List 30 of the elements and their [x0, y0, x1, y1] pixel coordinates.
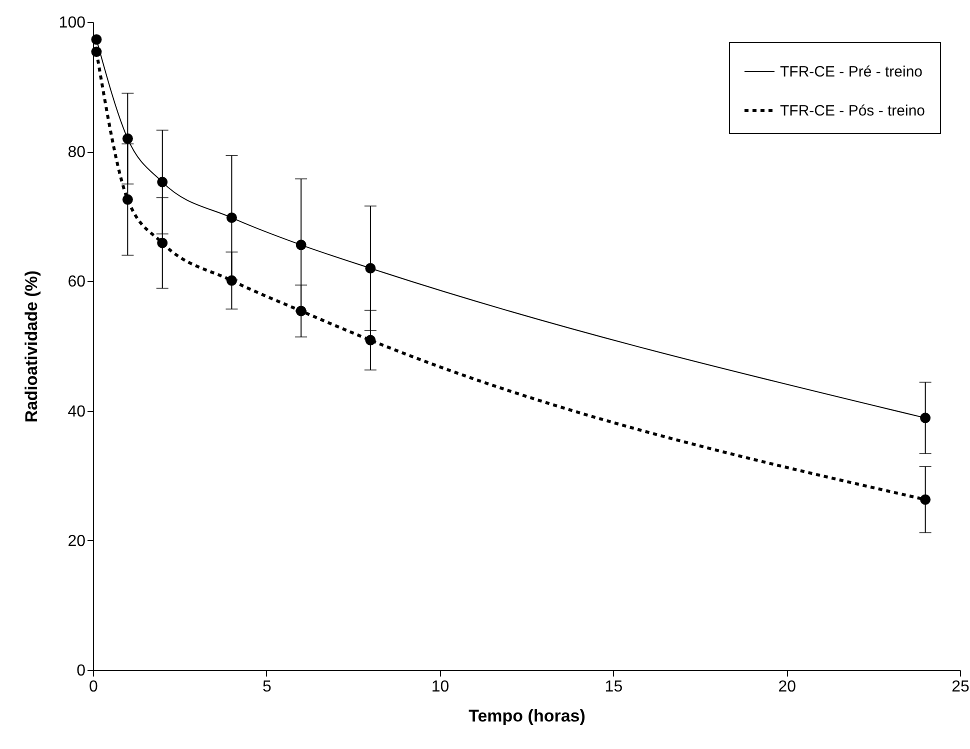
y-axis-title: Radioatividade (%) — [22, 270, 41, 423]
x-tick-label: 5 — [262, 678, 272, 696]
x-tick-label: 0 — [89, 678, 98, 696]
point — [226, 212, 237, 223]
point — [157, 176, 168, 188]
point — [920, 412, 931, 424]
point — [920, 494, 931, 505]
legend-label: TFR-CE - Pré - treino — [780, 64, 923, 80]
point — [91, 34, 102, 45]
y-tick-label: 0 — [76, 662, 86, 680]
point — [296, 240, 306, 250]
point — [296, 306, 306, 316]
y-tick-label: 20 — [68, 532, 86, 550]
point — [91, 46, 102, 58]
y-tick-label: 100 — [58, 14, 86, 32]
legend-label: TFR-CE - Pós - treino — [780, 102, 926, 120]
y-tick-label: 60 — [68, 274, 86, 291]
point — [365, 263, 376, 274]
point — [226, 275, 237, 286]
x-axis-title: Tempo (horas) — [468, 706, 586, 726]
point — [122, 194, 133, 205]
x-tick-label: 15 — [604, 678, 623, 696]
x-tick-label: 10 — [431, 678, 450, 696]
point — [157, 238, 168, 248]
y-tick-label: 40 — [68, 403, 86, 420]
point — [122, 133, 133, 144]
x-tick-label: 20 — [778, 678, 796, 696]
y-tick-label: 80 — [68, 144, 86, 162]
point — [365, 334, 376, 346]
x-tick-label: 25 — [952, 678, 970, 696]
